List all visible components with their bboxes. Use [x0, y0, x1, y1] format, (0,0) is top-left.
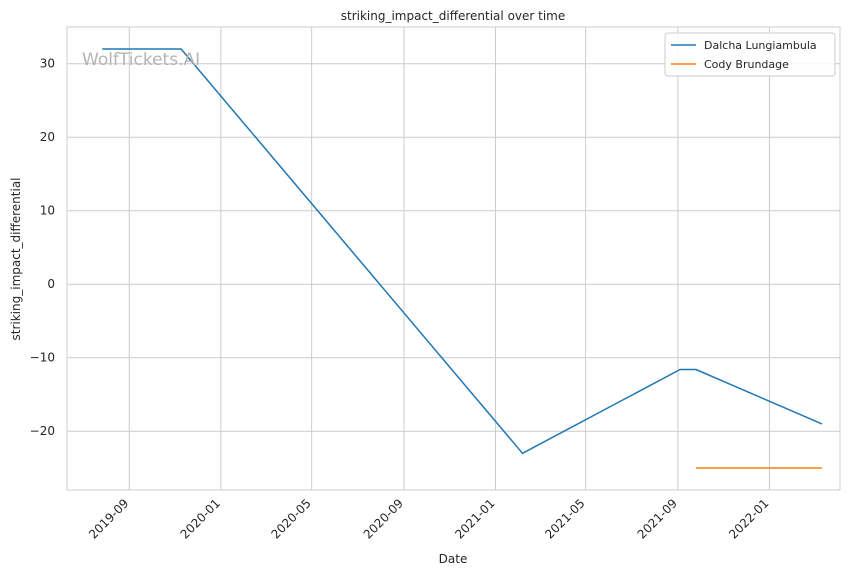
- y-tick-label: −20: [30, 424, 55, 438]
- y-tick-label: 0: [47, 277, 55, 291]
- x-tick-label: 2022-01: [726, 496, 771, 541]
- legend: Dalcha Lungiambula Cody Brundage: [664, 32, 836, 77]
- y-tick-label: 10: [40, 204, 55, 218]
- y-tick-label: 20: [40, 130, 55, 144]
- plot-frame: [66, 26, 841, 491]
- x-axis-ticks: 2019-09 2020-01 2020-05 2020-09 2021-01 2021-…: [86, 496, 772, 541]
- chart-title: striking_impact_differential over time: [341, 9, 566, 23]
- series-line-dalcha-lungiambula: [102, 48, 823, 455]
- legend-label-cody-brundage: Cody Brundage: [704, 58, 789, 71]
- y-tick-label: 30: [40, 57, 55, 71]
- x-tick-label: 2020-01: [178, 496, 223, 541]
- series-layer: [102, 48, 823, 469]
- x-tick-label: 2020-09: [361, 496, 406, 541]
- y-tick-label: −10: [30, 351, 55, 365]
- watermark: WolfTickets.AI: [82, 50, 200, 70]
- y-axis-ticks: −20 −10 0 10 20 30: [30, 57, 55, 438]
- x-tick-label: 2019-09: [86, 496, 131, 541]
- x-tick-label: 2021-05: [542, 496, 587, 541]
- x-tick-label: 2021-01: [452, 496, 497, 541]
- legend-label-dalcha-lungiambula: Dalcha Lungiambula: [704, 39, 817, 52]
- x-tick-label: 2020-05: [268, 496, 313, 541]
- legend-box: [664, 32, 836, 77]
- x-tick-label: 2021-09: [635, 496, 680, 541]
- grid: [67, 27, 840, 490]
- y-axis-label: striking_impact_differential: [9, 177, 23, 340]
- x-axis-label: Date: [439, 552, 468, 566]
